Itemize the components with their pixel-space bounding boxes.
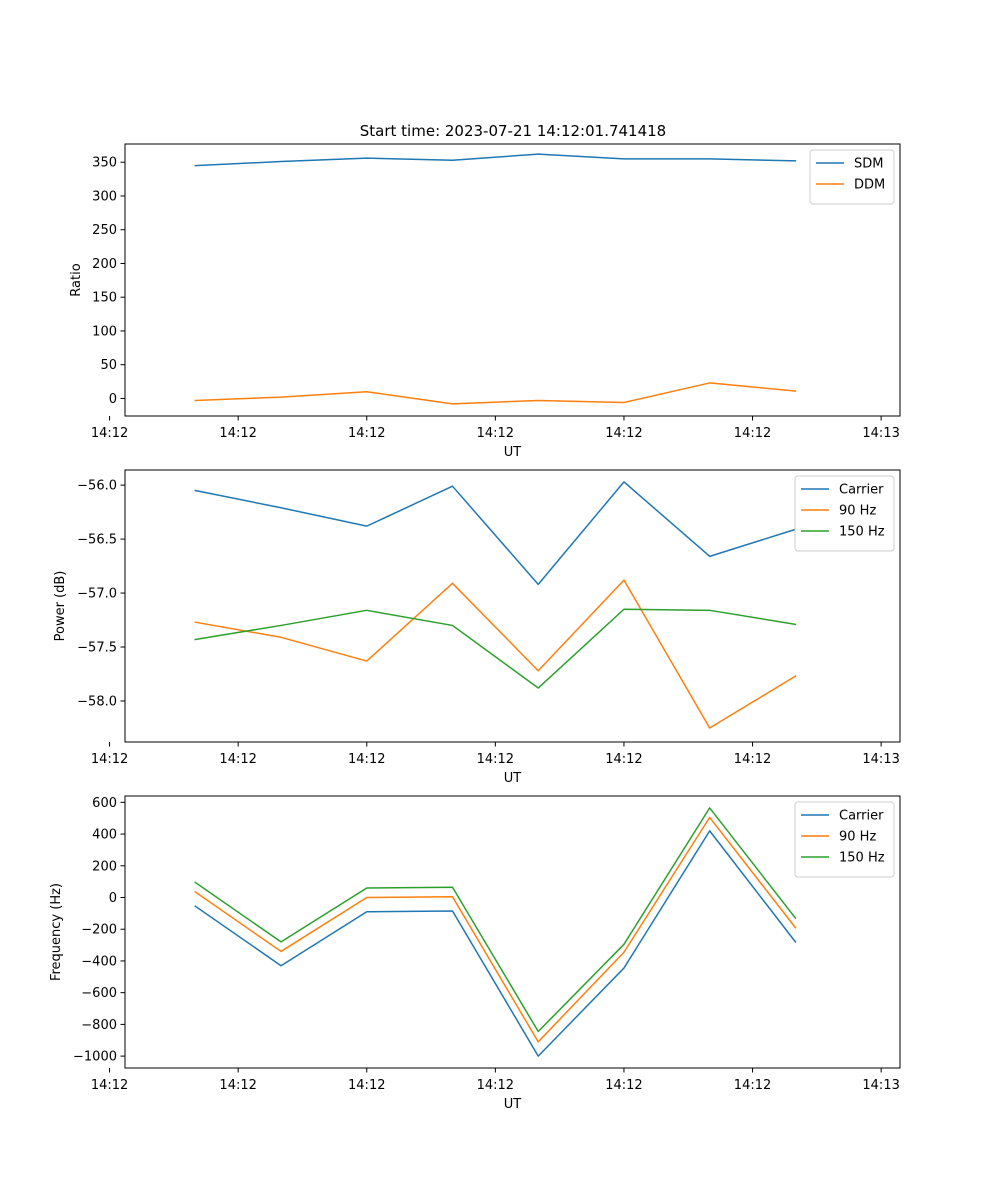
x-tick-label: 14:12 xyxy=(348,752,385,767)
y-axis-label: Ratio xyxy=(69,263,84,296)
y-tick-label: 600 xyxy=(92,796,117,811)
x-tick-label: 14:12 xyxy=(348,426,385,441)
x-tick-label: 14:12 xyxy=(91,752,128,767)
x-tick-label: 14:12 xyxy=(734,426,771,441)
x-tick-label: 14:12 xyxy=(91,1078,128,1093)
y-tick-label: −600 xyxy=(81,986,117,1001)
legend-label: DDM xyxy=(854,178,885,193)
y-tick-label: 0 xyxy=(109,891,117,906)
panel-1: 14:12 14:12 14:12 14:12 14:12 14:12 14:13 0 50 10… xyxy=(69,143,901,460)
y-tick-label: 0 xyxy=(109,392,117,407)
x-axis-label: UT xyxy=(504,771,522,786)
y-tick-label: 50 xyxy=(100,358,117,373)
series-line-150-hz xyxy=(194,608,797,689)
y-tick-label: 250 xyxy=(92,223,117,238)
legend-label: Carrier xyxy=(839,809,884,824)
y-tick-label: −57.5 xyxy=(77,641,117,656)
y-tick-label: −56.5 xyxy=(77,533,117,548)
legend-label: 150 Hz xyxy=(839,851,885,866)
y-tick-label: 100 xyxy=(92,324,117,339)
x-tick-label: 14:13 xyxy=(862,1078,899,1093)
x-tick-label: 14:12 xyxy=(605,1078,642,1093)
panels: 14:12 14:12 14:12 14:12 14:12 14:12 14:13 0 50 10… xyxy=(49,143,901,1112)
axes-frame xyxy=(124,795,901,1069)
y-tick-label: 400 xyxy=(92,828,117,843)
legend-label: 90 Hz xyxy=(839,830,876,845)
series-line-ddm xyxy=(194,382,797,405)
x-tick-label: 14:12 xyxy=(91,426,128,441)
figure-title: Start time: 2023-07-21 14:12:01.741418 xyxy=(360,122,666,140)
legend: Carrier 90 Hz 150 Hz xyxy=(794,801,895,878)
x-tick-label: 14:13 xyxy=(862,752,899,767)
series-line-150-hz xyxy=(194,807,797,1033)
y-tick-label: −800 xyxy=(81,1018,117,1033)
x-tick-label: 14:12 xyxy=(219,426,256,441)
legend: Carrier 90 Hz 150 Hz xyxy=(794,475,895,552)
x-tick-label: 14:12 xyxy=(219,752,256,767)
legend-label: 90 Hz xyxy=(839,504,876,519)
legend-box xyxy=(794,475,895,552)
y-tick-label: −57.0 xyxy=(77,587,117,602)
x-tick-label: 14:12 xyxy=(219,1078,256,1093)
series-line-90-hz xyxy=(194,816,797,1043)
legend-label: SDM xyxy=(854,157,883,172)
x-tick-label: 14:12 xyxy=(605,426,642,441)
x-tick-label: 14:12 xyxy=(477,426,514,441)
y-tick-label: −58.0 xyxy=(77,694,117,709)
series-line-90-hz xyxy=(194,579,797,729)
y-tick-label: −200 xyxy=(81,923,117,938)
y-tick-label: 200 xyxy=(92,257,117,272)
panel-2: 14:12 14:12 14:12 14:12 14:12 14:12 14:13 −56.0… xyxy=(53,469,901,786)
legend-label: Carrier xyxy=(839,483,884,498)
axes-frame xyxy=(124,143,901,417)
y-axis-label: Frequency (Hz) xyxy=(49,883,64,981)
x-axis-label: UT xyxy=(504,1097,522,1112)
x-tick-label: 14:12 xyxy=(734,752,771,767)
x-tick-label: 14:12 xyxy=(605,752,642,767)
x-tick-label: 14:12 xyxy=(734,1078,771,1093)
series-line-sdm xyxy=(194,153,797,167)
x-tick-label: 14:13 xyxy=(862,426,899,441)
series-line-carrier xyxy=(194,481,797,586)
y-tick-label: 200 xyxy=(92,859,117,874)
legend-box xyxy=(794,801,895,878)
legend-label: 150 Hz xyxy=(839,525,885,540)
panel-3: 14:12 14:12 14:12 14:12 14:12 14:12 14:13 600 40… xyxy=(49,795,901,1112)
x-tick-label: 14:12 xyxy=(348,1078,385,1093)
x-tick-label: 14:12 xyxy=(477,752,514,767)
y-axis-label: Power (dB) xyxy=(53,571,68,642)
series-line-carrier xyxy=(194,830,797,1057)
y-tick-label: 150 xyxy=(92,291,117,306)
y-tick-label: 300 xyxy=(92,189,117,204)
y-tick-label: −400 xyxy=(81,954,117,969)
y-tick-label: −56.0 xyxy=(77,479,117,494)
axes-frame xyxy=(124,469,901,743)
y-tick-label: −1000 xyxy=(73,1050,117,1065)
y-tick-label: 350 xyxy=(92,156,117,171)
x-axis-label: UT xyxy=(504,445,522,460)
x-tick-label: 14:12 xyxy=(477,1078,514,1093)
legend: SDM DDM xyxy=(809,149,895,205)
